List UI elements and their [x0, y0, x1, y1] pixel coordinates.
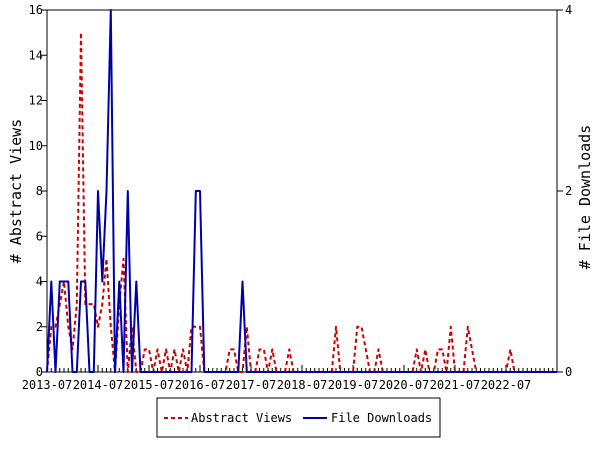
y-left-tick-label: 10 [29, 139, 43, 153]
y-axis-right: 0 2 4 [557, 3, 572, 379]
legend-label-abstract-views: Abstract Views [191, 411, 292, 425]
x-tick-label: 2016-07 [175, 378, 226, 392]
y-right-tick-label: 0 [565, 365, 572, 379]
x-axis: 2013-07 2014-07 2015-07 2016-07 2017-07 2018-… [22, 365, 558, 392]
legend-label-file-downloads: File Downloads [331, 411, 432, 425]
x-tick-label: 2020-07 [379, 378, 430, 392]
x-tick-label: 2019-07 [328, 378, 379, 392]
x-tick-label: 2021-07 [430, 378, 481, 392]
y-left-tick-label: 14 [29, 48, 43, 62]
y-left-tick-label: 12 [29, 94, 43, 108]
y-left-tick-label: 8 [36, 184, 43, 198]
y-axis-right-title: # File Downloads [576, 125, 594, 270]
y-right-tick-label: 4 [565, 3, 572, 17]
y-axis-left-title: # Abstract Views [7, 119, 25, 264]
x-tick-label: 2018-07 [277, 378, 328, 392]
plot-area [46, 9, 558, 373]
y-left-tick-label: 0 [36, 365, 43, 379]
x-tick-label: 2017-07 [226, 378, 277, 392]
y-left-tick-label: 4 [36, 275, 43, 289]
x-tick-label: 2022-07 [481, 378, 532, 392]
series-lines [46, 9, 557, 373]
x-tick-label: 2015-07 [124, 378, 175, 392]
y-left-tick-label: 6 [36, 229, 43, 243]
x-tick-label: 2014-07 [73, 378, 124, 392]
series-line-file-downloads [46, 9, 557, 373]
y-axis-left: 0 2 4 6 8 10 12 14 16 [29, 3, 47, 379]
y-left-tick-label: 2 [36, 320, 43, 334]
y-left-tick-label: 16 [29, 3, 43, 17]
y-right-tick-label: 2 [565, 184, 572, 198]
x-tick-label: 2013-07 [22, 378, 73, 392]
legend-box [156, 397, 441, 438]
legend: Abstract Views File Downloads [156, 397, 441, 438]
